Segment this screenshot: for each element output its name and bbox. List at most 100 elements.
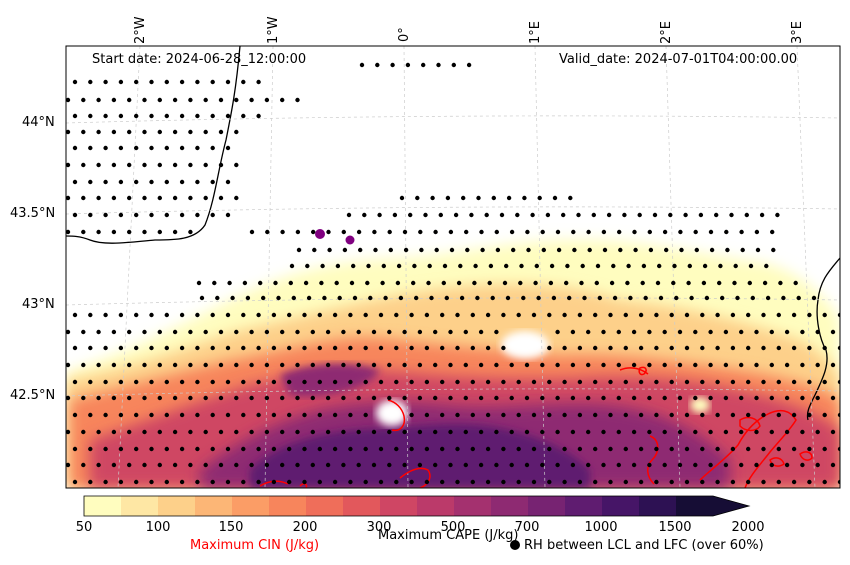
rh-dot: [582, 295, 587, 301]
rh-dot: [631, 395, 637, 401]
rh-dot: [118, 179, 124, 185]
rh-dot: [356, 462, 361, 468]
rh-dot: [775, 212, 780, 218]
rh-dot: [66, 97, 71, 103]
rh-dot: [280, 429, 285, 435]
rh-dot: [700, 412, 705, 418]
rh-dot: [118, 446, 124, 452]
rh-dot: [494, 329, 499, 335]
rh-dot: [157, 362, 162, 368]
rh-dot: [325, 462, 331, 468]
rh-dot: [134, 212, 139, 218]
rh-dot: [317, 312, 322, 318]
rh-dot: [754, 429, 759, 435]
rh-dot: [241, 412, 246, 418]
rh-dot: [586, 395, 591, 401]
rh-dot: [740, 247, 745, 253]
rh-dot: [142, 329, 147, 335]
rh-dot: [464, 229, 469, 235]
rh-dot: [149, 145, 154, 151]
rh-dot: [647, 395, 652, 401]
rh-dot: [647, 329, 652, 335]
rh-dot: [134, 412, 139, 418]
rh-dot: [822, 412, 827, 418]
rh-dot: [631, 329, 637, 335]
rh-dot: [623, 412, 628, 418]
colorbar-segment: [417, 496, 455, 516]
rh-dot: [203, 195, 208, 201]
rh-dot: [668, 212, 673, 218]
rh-dot: [72, 212, 78, 218]
rh-dot: [761, 446, 766, 452]
rh-dot: [387, 429, 392, 435]
rh-dot: [837, 446, 840, 452]
rh-dot: [320, 263, 325, 269]
rh-dot: [576, 212, 581, 218]
rh-dot: [271, 379, 277, 385]
rh-dot: [249, 229, 255, 235]
rh-dot: [654, 446, 659, 452]
rh-dot: [88, 446, 93, 452]
rh-dot: [332, 412, 338, 418]
rh-dot: [195, 345, 200, 351]
rh-dot: [409, 379, 414, 385]
rh-dot: [807, 312, 812, 318]
rh-dot: [225, 145, 231, 151]
lat-label-43n: 43°N: [22, 297, 55, 312]
rh-dot: [526, 247, 531, 253]
rh-dot: [88, 212, 93, 218]
rh-dot: [142, 429, 147, 435]
rh-dot: [608, 312, 613, 318]
rh-dot: [822, 345, 827, 351]
rh-dot: [465, 247, 470, 253]
rh-dot: [127, 329, 132, 335]
rh-dot: [540, 395, 545, 401]
rh-dot: [172, 362, 178, 368]
rh-dot: [118, 113, 124, 119]
rh-dot: [684, 345, 690, 351]
rh-dot: [302, 412, 307, 418]
rh-dot: [729, 212, 734, 218]
lat-label-44n: 44°N: [22, 115, 55, 130]
rh-dot: [601, 429, 606, 435]
rh-dot: [249, 395, 254, 401]
rh-dot: [451, 62, 456, 68]
rh-dot: [504, 263, 509, 269]
rh-dot: [616, 329, 621, 335]
rh-dot: [540, 229, 545, 235]
rh-dot: [708, 395, 713, 401]
rh-dot: [509, 362, 514, 368]
rh-dot: [96, 395, 101, 401]
rh-dot: [424, 479, 430, 485]
rh-dot: [637, 212, 642, 218]
rh-dot: [409, 479, 414, 485]
rh-dot: [683, 212, 688, 218]
rh-dot: [295, 329, 300, 335]
rh-dot: [127, 162, 132, 168]
rh-dot: [522, 195, 527, 201]
rh-dot: [287, 345, 292, 351]
rh-dot: [249, 429, 254, 435]
rh-dot: [533, 280, 538, 286]
rh-dot: [807, 446, 812, 452]
rh-dot: [348, 379, 353, 385]
rh-dot: [134, 345, 139, 351]
rh-dot: [325, 429, 331, 435]
rh-dot: [655, 280, 661, 286]
rh-dot: [312, 247, 317, 253]
rh-dot: [442, 263, 448, 269]
rh-dot: [564, 280, 569, 286]
rh-dot: [547, 345, 552, 351]
rh-dot: [800, 395, 805, 401]
rh-dot: [678, 229, 683, 235]
rh-dot: [72, 379, 78, 385]
rh-dot: [657, 263, 662, 269]
rh-dot: [548, 280, 554, 286]
rh-dot: [287, 379, 292, 385]
rh-dot: [723, 362, 729, 368]
rh-dot: [623, 479, 628, 485]
rh-dot: [387, 362, 392, 368]
rh-dot: [127, 97, 132, 103]
rh-dot: [195, 412, 200, 418]
rh-dot: [363, 312, 368, 318]
